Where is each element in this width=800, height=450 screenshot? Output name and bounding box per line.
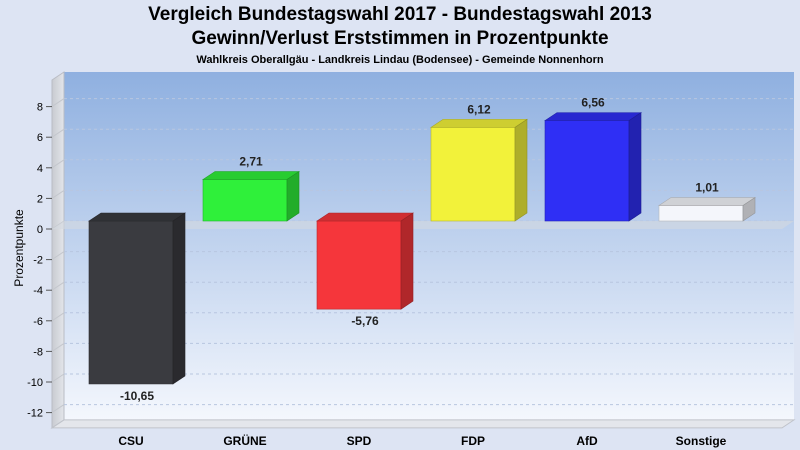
- y-tick-label: -10: [27, 377, 43, 389]
- bar-fdp: [430, 118, 528, 222]
- chart-region-caption: Wahlkreis Oberallgäu - Landkreis Lindau …: [196, 54, 604, 66]
- x-tick-label-sonstige: Sonstige: [676, 434, 727, 448]
- grid-side-line: [51, 342, 65, 352]
- plot-floor: [50, 419, 796, 429]
- y-tick-label: 0: [37, 224, 43, 236]
- bar-top: [544, 112, 642, 121]
- y-tick-label: 8: [37, 102, 43, 114]
- y-tick-label: 6: [37, 132, 43, 144]
- grid-side-line: [51, 281, 65, 291]
- x-tick-label-fdp: FDP: [461, 434, 485, 448]
- data-label-afd: 6,56: [581, 96, 605, 110]
- x-tick-label-grüne: GRÜNE: [223, 433, 266, 448]
- y-tick-label: -4: [33, 285, 43, 297]
- bar-front: [544, 120, 630, 222]
- grid-side-line: [51, 128, 65, 138]
- y-tick-label: -6: [33, 316, 43, 328]
- grid-side-line: [51, 373, 65, 383]
- grid-side-line: [51, 312, 65, 322]
- bar-side: [400, 212, 414, 310]
- grid-side-line: [51, 159, 65, 169]
- data-label-fdp: 6,12: [467, 102, 491, 116]
- bar-top: [430, 119, 528, 128]
- bar-top: [88, 212, 186, 222]
- data-label-grüne: 2,71: [239, 155, 263, 169]
- bar-front: [430, 127, 516, 222]
- plot-back-wall: [64, 72, 794, 420]
- bar-top: [316, 212, 414, 222]
- y-tick-label: -12: [27, 408, 43, 420]
- y-axis-label: Prozentpunkte: [12, 209, 26, 287]
- data-label-spd: -5,76: [351, 314, 379, 328]
- x-tick-label-csu: CSU: [118, 434, 143, 448]
- bar-front: [316, 220, 402, 310]
- bar-spd: [316, 212, 414, 310]
- bar-grüne: [202, 170, 300, 222]
- data-label-csu: -10,65: [120, 389, 154, 403]
- grid-side-line: [51, 189, 65, 199]
- x-tick-label-spd: SPD: [347, 434, 372, 448]
- zero-plane: [52, 221, 794, 229]
- bar-side: [172, 212, 186, 385]
- y-tick-label: -2: [33, 255, 43, 267]
- bar-front: [88, 220, 174, 385]
- bar-side: [742, 196, 756, 222]
- y-tick-label: -8: [33, 346, 43, 358]
- grid-side-line: [51, 404, 65, 414]
- bar-sonstige: [658, 196, 756, 222]
- chart-subtitle: Gewinn/Verlust Erststimmen in Prozentpun…: [191, 28, 609, 49]
- y-tick-label: 4: [37, 163, 43, 175]
- grid-side-line: [51, 251, 65, 261]
- bar-front: [202, 179, 288, 222]
- data-label-sonstige: 1,01: [695, 181, 719, 195]
- bar-csu: [88, 212, 186, 385]
- bar-side: [514, 118, 528, 222]
- plot-side-wall: [51, 71, 65, 429]
- chart-title: Vergleich Bundestagswahl 2017 - Bundesta…: [148, 4, 652, 25]
- bar-front: [658, 205, 744, 222]
- bar-side: [628, 112, 642, 222]
- bar-top: [658, 197, 756, 206]
- y-tick-label: 2: [37, 193, 43, 205]
- grid-side-line: [51, 98, 65, 108]
- bar-side: [286, 170, 300, 222]
- bar-afd: [544, 112, 642, 222]
- x-tick-label-afd: AfD: [576, 434, 598, 448]
- bar-top: [202, 171, 300, 180]
